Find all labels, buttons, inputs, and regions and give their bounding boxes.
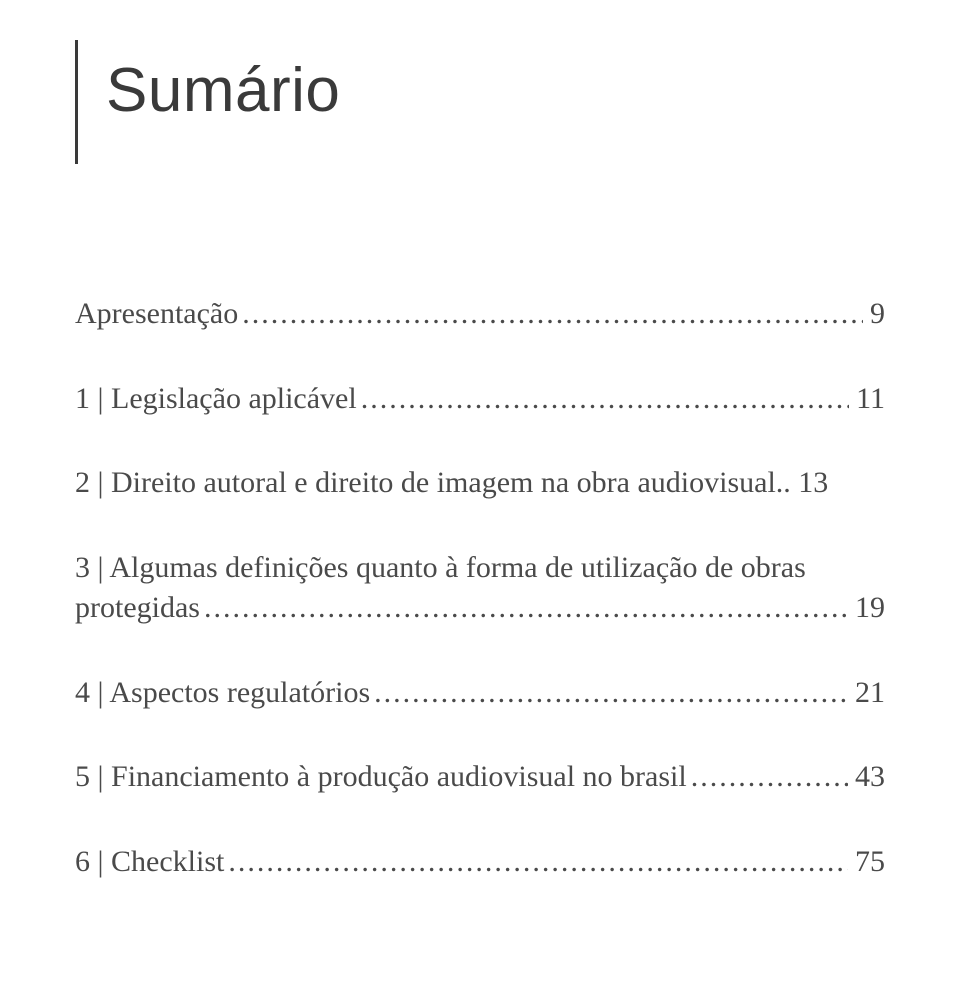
- page-title: Sumário: [106, 40, 340, 164]
- toc-page-number: 21: [848, 673, 886, 714]
- toc-entry: 1 | Legislação aplicável 11: [75, 379, 885, 420]
- toc-line: 2 | Direito autoral e direito de imagem …: [75, 463, 885, 504]
- toc-line: Apresentação 9: [75, 294, 885, 335]
- toc-entry: 3 | Algumas definições quanto à forma de…: [75, 548, 885, 629]
- toc-leaders: [238, 294, 862, 335]
- toc-page-number: 75: [848, 842, 886, 883]
- toc-line: protegidas 19: [75, 588, 885, 629]
- toc-entry: Apresentação 9: [75, 294, 885, 335]
- toc-leaders: [200, 588, 848, 629]
- toc-entry: 4 | Aspectos regulatórios 21: [75, 673, 885, 714]
- toc-page-number: 9: [863, 294, 886, 335]
- title-vertical-rule: [75, 40, 78, 164]
- toc-leaders: [357, 379, 849, 420]
- toc-entry: 6 | Checklist 75: [75, 842, 885, 883]
- toc-label: 4 | Aspectos regulatórios: [75, 673, 370, 714]
- toc-page-number: . 13: [783, 463, 828, 504]
- toc-page-number: 19: [848, 588, 886, 629]
- toc-page-number: 43: [848, 757, 886, 798]
- toc-line: 3 | Algumas definições quanto à forma de…: [75, 548, 885, 589]
- toc-label: 1 | Legislação aplicável: [75, 379, 357, 420]
- toc-entry: 2 | Direito autoral e direito de imagem …: [75, 463, 885, 504]
- toc-line: 4 | Aspectos regulatórios 21: [75, 673, 885, 714]
- toc-leaders: [370, 673, 847, 714]
- toc-leaders: [687, 757, 848, 798]
- page-container: Sumário Apresentação 9 1 | Legislação ap…: [0, 0, 960, 986]
- toc-label: 2 | Direito autoral e direito de imagem …: [75, 463, 783, 504]
- toc-label: 6 | Checklist: [75, 842, 224, 883]
- toc-label: Apresentação: [75, 294, 238, 335]
- toc-label: 3 | Algumas definições quanto à forma de…: [75, 548, 806, 589]
- toc-leaders: [224, 842, 847, 883]
- toc-label: 5 | Financiamento à produção audiovisual…: [75, 757, 687, 798]
- toc-page-number: 11: [849, 379, 885, 420]
- toc-line: 1 | Legislação aplicável 11: [75, 379, 885, 420]
- title-block: Sumário: [75, 40, 885, 164]
- table-of-contents: Apresentação 9 1 | Legislação aplicável …: [75, 294, 885, 882]
- toc-line: 6 | Checklist 75: [75, 842, 885, 883]
- toc-line: 5 | Financiamento à produção audiovisual…: [75, 757, 885, 798]
- toc-label: protegidas: [75, 588, 200, 629]
- toc-entry: 5 | Financiamento à produção audiovisual…: [75, 757, 885, 798]
